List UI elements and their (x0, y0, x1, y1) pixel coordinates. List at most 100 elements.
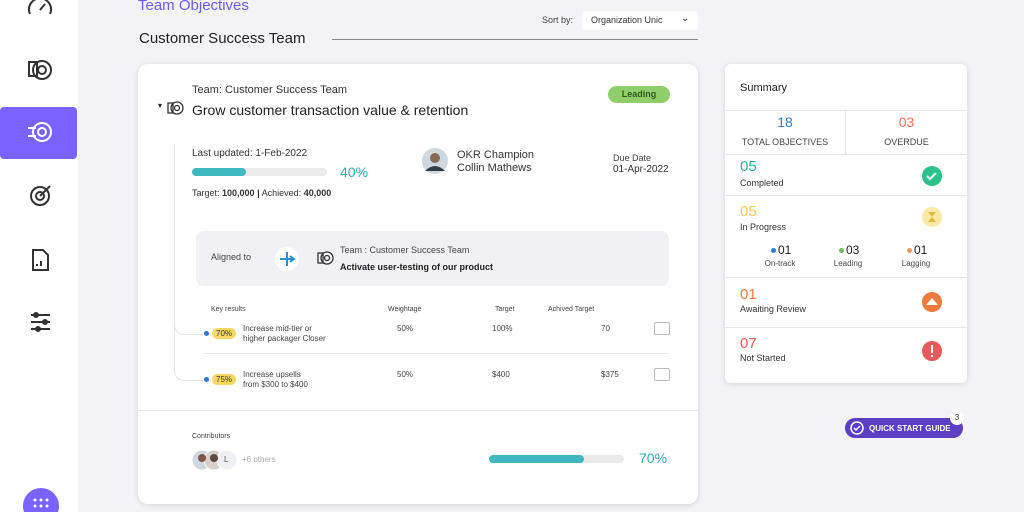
achieved-value: 40,000 (303, 188, 332, 198)
sort-dropdown[interactable]: Organization Unic ⌄ (582, 11, 698, 30)
kr-target: $400 (492, 370, 510, 379)
achieved-label: Achieved: (261, 188, 302, 198)
due-date: 01-Apr-2022 (613, 164, 669, 175)
sep (725, 277, 967, 278)
in-progress-icon (922, 207, 942, 227)
kr-weightage: 50% (397, 370, 414, 379)
progress-track (192, 168, 327, 176)
aligned-label: Aligned to (211, 252, 252, 262)
awaiting-icon (922, 292, 942, 312)
sep (725, 195, 967, 196)
contrib-progress-label: 70% (639, 450, 668, 466)
not-started-icon (922, 341, 942, 361)
quick-start-label: QUICK START GUIDE (869, 424, 951, 433)
breakdown-dot (907, 248, 912, 253)
awaiting-label: Awaiting Review (740, 304, 806, 314)
champion-avatar (422, 148, 448, 174)
kr-achieved: 70 (601, 324, 610, 333)
kr-weightage: 50% (397, 324, 414, 333)
kr-comment-icon (654, 322, 670, 335)
objective-title: Grow customer transaction value & retent… (192, 102, 469, 118)
aligned-team: Team : Customer Success Team (340, 245, 470, 255)
card-divider (138, 410, 698, 411)
in-progress-label: In Progress (740, 222, 787, 232)
quick-start-button[interactable]: QUICK START GUIDE (845, 418, 963, 438)
target-label: Target: (192, 188, 220, 198)
last-updated: Last updated: 1-Feb-2022 (192, 148, 308, 159)
tree-branch (174, 318, 203, 335)
contributors-others: +6 others (242, 455, 276, 464)
sort-label: Sort by: (542, 15, 574, 25)
breakdown-value: 03 (846, 243, 860, 257)
sidebar (0, 0, 78, 512)
kr-progress: 75% (212, 374, 237, 385)
completed-value: 05 (740, 158, 757, 175)
kr-target: 100% (492, 324, 513, 333)
sep (725, 154, 967, 155)
page-title: Team Objectives (138, 0, 249, 14)
sep (725, 110, 967, 111)
completed-label: Completed (740, 178, 784, 188)
breakdown-value: 01 (914, 243, 928, 257)
kr-progress: 70% (212, 328, 237, 339)
aligned-icon (317, 251, 334, 265)
contributors-label: Contributors (192, 433, 231, 440)
sep (725, 327, 967, 328)
row-divider (204, 353, 668, 354)
breakdown-label: Lagging (901, 259, 931, 268)
objective-icon (167, 101, 184, 115)
not-started-label: Not Started (740, 353, 786, 363)
overdue-value: 03 (898, 114, 915, 130)
quick-start-badge: 3 (950, 411, 964, 425)
kr-comment-icon (654, 368, 670, 381)
sidebar-icons (0, 0, 77, 512)
kr-dot (204, 331, 209, 336)
progress-fill (192, 168, 246, 176)
aligned-objective: Activate user-testing of our product (340, 262, 494, 272)
kr-name: Increase upsells from $300 to $400 (243, 370, 308, 389)
due-label: Due Date (613, 153, 652, 163)
sort-value: Organization Unic (591, 15, 663, 25)
kr-column-header: Weightage (388, 306, 422, 313)
quick-start-icon (850, 421, 864, 435)
target-line: Target: 100,000 | Achieved: 40,000 (192, 188, 331, 198)
align-icon (275, 247, 299, 271)
contrib-track (489, 455, 624, 463)
in-progress-value: 05 (740, 203, 757, 220)
contributor-initial: L (224, 455, 229, 464)
progress-label: 40% (340, 164, 369, 180)
champion-role: OKR Champion (457, 149, 535, 161)
divider (332, 39, 698, 40)
awaiting-value: 01 (740, 286, 757, 303)
separator: | (257, 188, 260, 198)
status-badge: Leading (608, 86, 670, 103)
contributor-avatars (191, 449, 238, 471)
expand-toggle[interactable]: ▾ (158, 101, 163, 110)
breakdown-dot (839, 248, 844, 253)
objective-card: Team: Customer Success Team ▾ Grow custo… (138, 64, 698, 504)
total-label: TOTAL OBJECTIVES (741, 137, 829, 147)
sep (845, 110, 846, 154)
breakdown-label: Leading (833, 259, 863, 268)
kr-dot (204, 377, 209, 382)
not-started-value: 07 (740, 335, 757, 352)
objective-team: Team: Customer Success Team (192, 84, 348, 96)
chevron: ⌄ (681, 13, 690, 24)
contrib-fill (489, 455, 584, 463)
kr-name: Increase mid-tier or higher packager Clo… (243, 324, 326, 343)
kr-column-header: Target (495, 306, 515, 313)
kr-achieved: $375 (601, 370, 619, 379)
completed-icon (922, 166, 942, 186)
tree-line (174, 144, 175, 374)
overdue-label: OVERDUE (884, 137, 929, 147)
kr-column-header: Key results (211, 306, 246, 313)
summary-title: Summary (740, 82, 788, 94)
target-value: 100,000 (222, 188, 255, 198)
breakdown-label: On-track (764, 259, 796, 268)
champion-name: Collin Mathews (457, 162, 532, 174)
team-heading: Customer Success Team (139, 30, 306, 47)
aligned-box: Aligned to Team : Customer Success Team … (196, 231, 669, 286)
total-value: 18 (777, 114, 793, 130)
breakdown-dot (771, 248, 776, 253)
